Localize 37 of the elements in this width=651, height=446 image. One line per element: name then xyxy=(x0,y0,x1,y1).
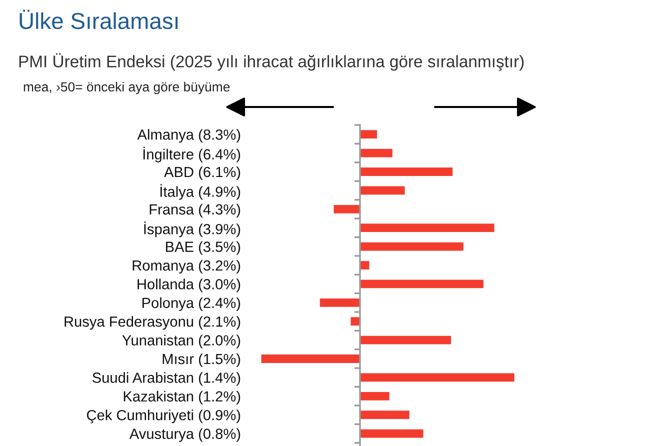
bar xyxy=(360,392,390,400)
y-tick-label: İtalya (4.9%) xyxy=(160,184,240,200)
bar xyxy=(360,168,453,176)
y-tick-label: Avusturya (0.8%) xyxy=(129,428,240,442)
bar xyxy=(261,354,360,363)
bar xyxy=(360,261,370,270)
bar xyxy=(360,280,484,288)
bar xyxy=(360,242,464,251)
y-tick-label: Romanya (3.2%) xyxy=(132,260,240,274)
y-tick-label: Polonya (2.4%) xyxy=(142,297,240,311)
y-tick-label: Rusya Federasyonu (2.1%) xyxy=(64,316,240,330)
y-tick-label: Fransa (4.3%) xyxy=(150,204,240,218)
y-tick-label: İspanya (3.9%) xyxy=(144,222,240,238)
y-tick-label: Yunanistan (2.0%) xyxy=(122,334,240,348)
bar xyxy=(360,429,424,438)
bar xyxy=(360,336,452,344)
y-tick-label: Almanya (8.3%) xyxy=(137,129,240,143)
bar xyxy=(350,317,360,326)
bar xyxy=(360,224,494,232)
y-tick-label: BAE (3.5%) xyxy=(166,241,240,255)
bar xyxy=(360,148,392,158)
bar xyxy=(320,298,360,307)
bar xyxy=(360,373,514,382)
bar xyxy=(334,204,360,214)
y-tick-label: Çek Cumhuriyeti (0.9%) xyxy=(86,410,240,424)
text: mea, ›50= önceki aya göre büyüme xyxy=(24,82,230,94)
y-tick-label: ABD (6.1%) xyxy=(164,166,240,180)
y-tick-label: İngiltere (6.4%) xyxy=(143,146,240,162)
chart-subtitle: PMI Üretim Endeksi (2025 yılı ihracat ağırlıklarına göre sıralanmıştır) xyxy=(19,53,524,71)
chart-title: Ülke Sıralaması xyxy=(20,10,178,30)
bar xyxy=(360,130,377,139)
y-tick-label: Mısır (1.5%) xyxy=(162,353,240,368)
bar xyxy=(360,410,410,420)
y-tick-label: Hollanda (3.0%) xyxy=(138,278,240,292)
y-tick-label: Kazakistan (1.2%) xyxy=(124,390,240,404)
bar xyxy=(360,186,405,195)
y-tick-label: Suudi Arabistan (1.4%) xyxy=(92,372,240,386)
